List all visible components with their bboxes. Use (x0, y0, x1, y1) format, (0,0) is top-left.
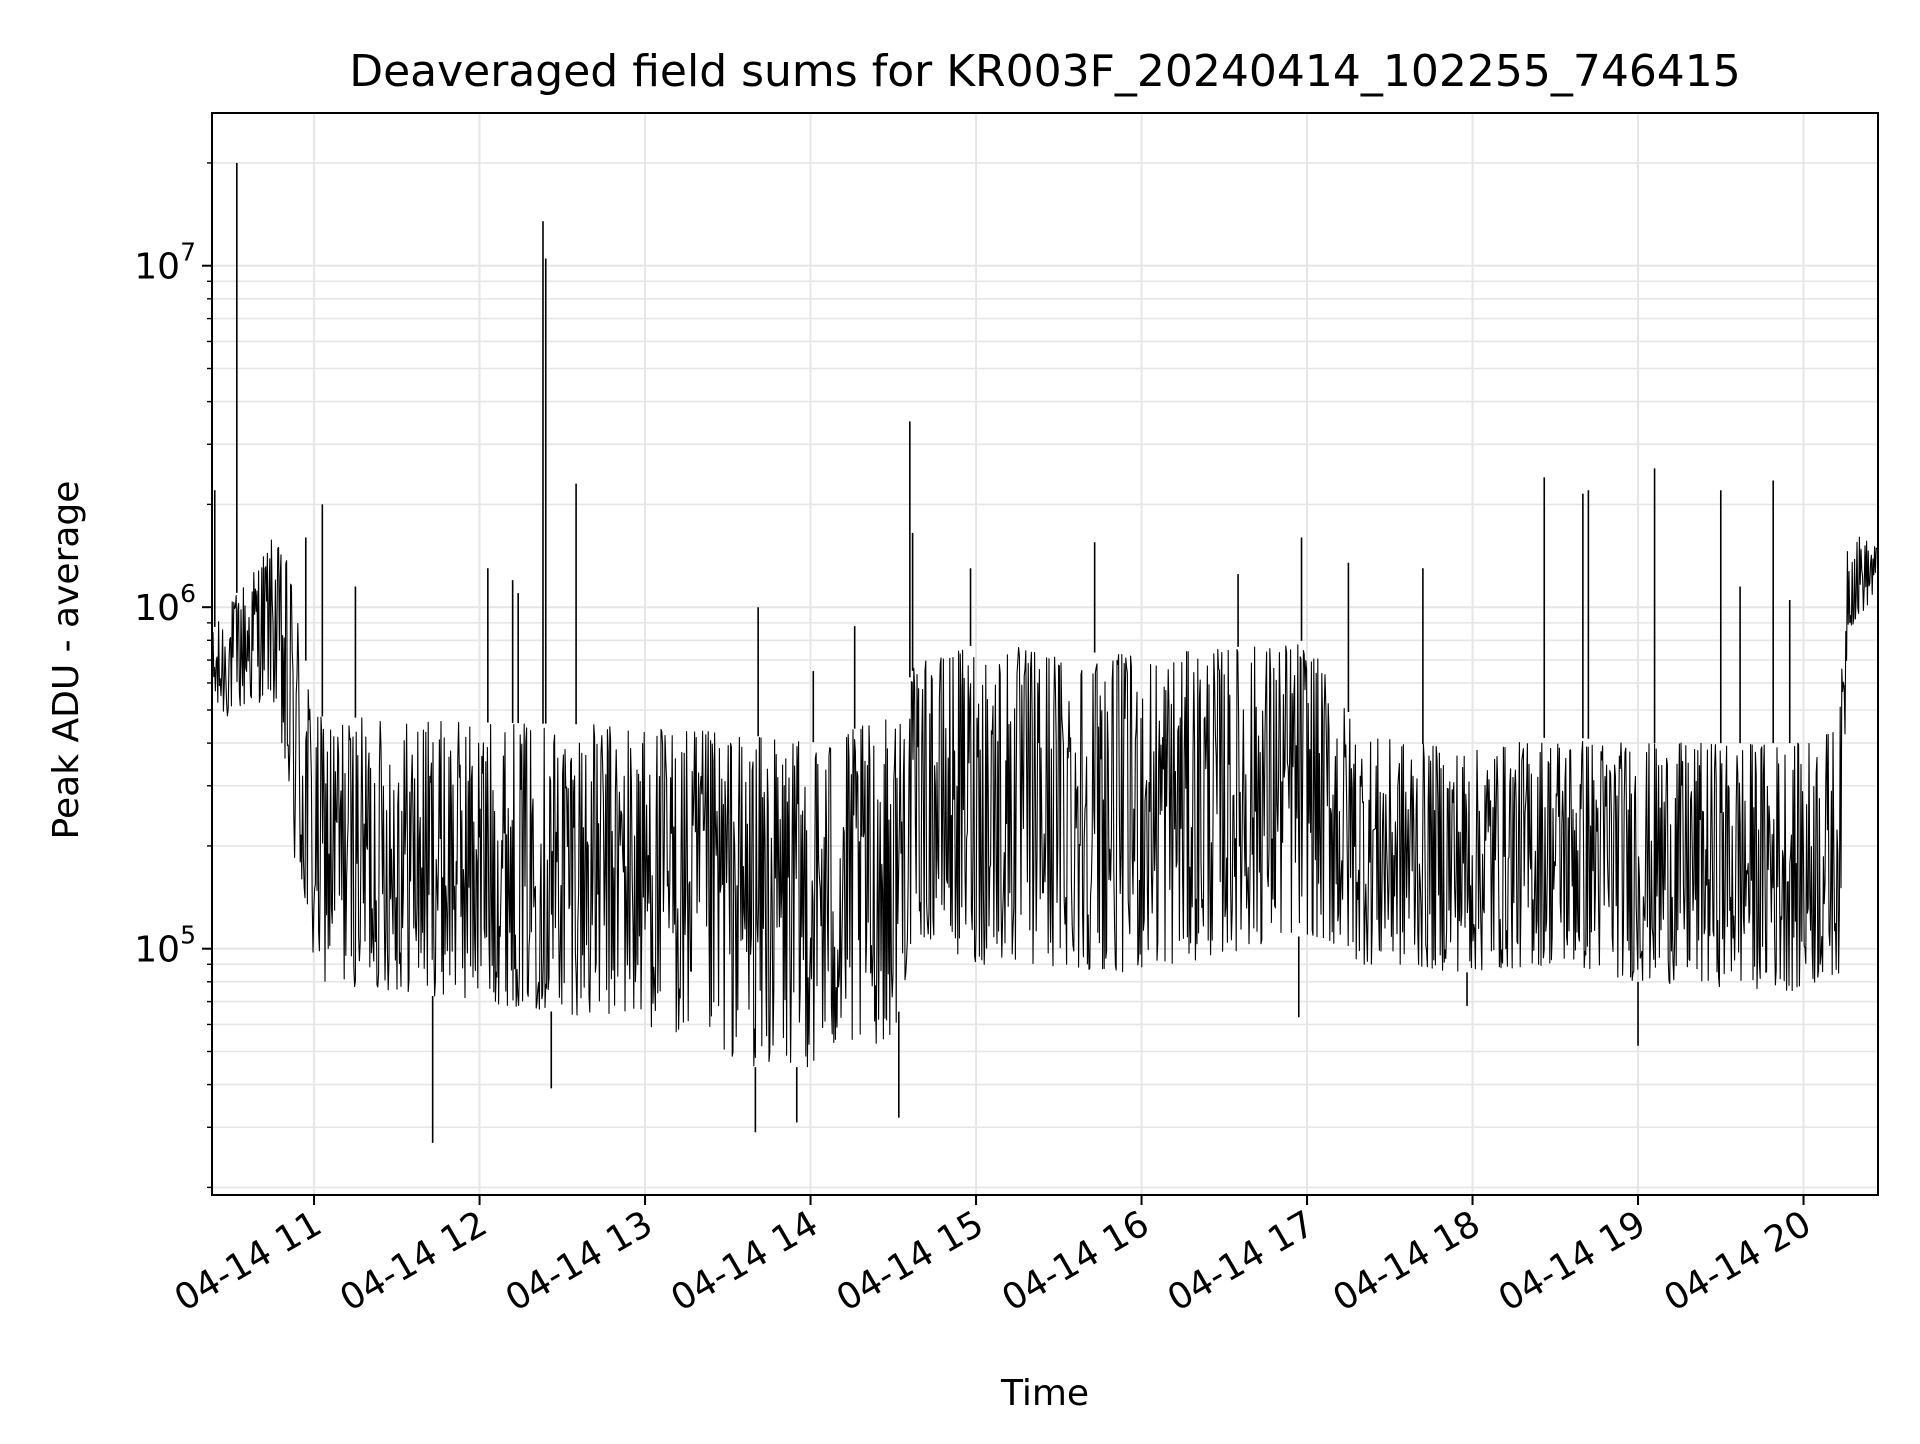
y-axis-label: Peak ADU - average (46, 481, 87, 840)
y-tick-base: 10 (134, 588, 180, 629)
x-axis-label: Time (1000, 1373, 1089, 1414)
chart-title: Deaveraged field sums for KR003F_2024041… (349, 46, 1741, 97)
data-line (212, 536, 1878, 1068)
y-tick-base: 10 (134, 247, 180, 288)
data-series (212, 162, 1878, 1143)
y-tick-base: 10 (134, 930, 180, 971)
y-tick-exponent: 6 (180, 579, 196, 608)
plot-frame (211, 112, 1879, 1196)
y-tick-exponent: 5 (180, 921, 196, 950)
y-tick-label: 105 (134, 921, 196, 971)
y-tick-label: 106 (134, 579, 196, 629)
y-tick-exponent: 7 (180, 238, 196, 267)
y-tick-label: 107 (134, 238, 196, 288)
